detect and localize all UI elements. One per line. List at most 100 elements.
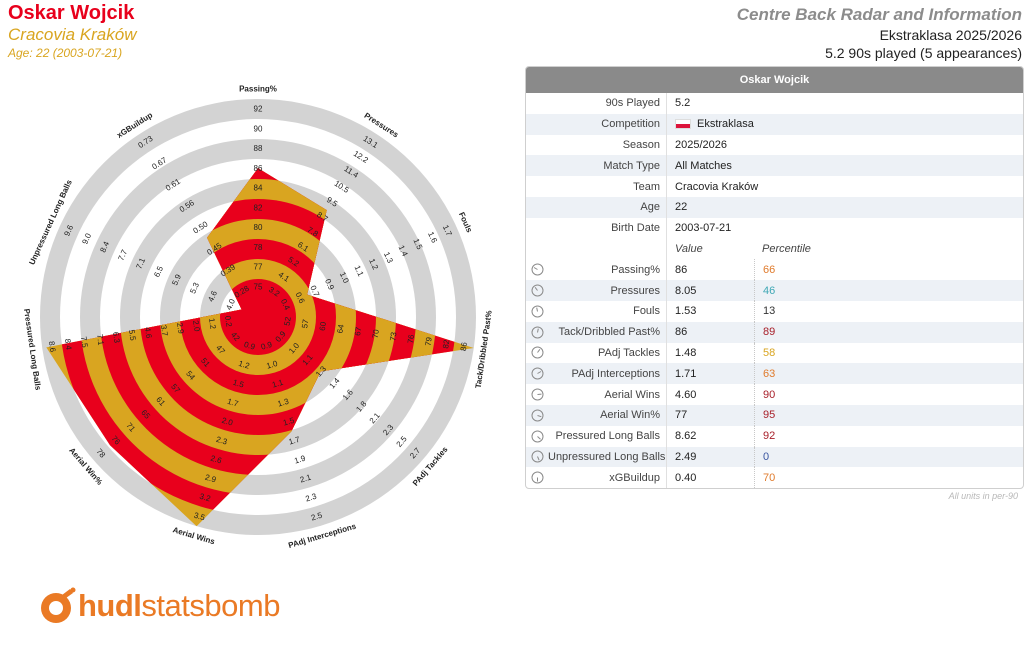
axis-tick-label: 84 bbox=[254, 184, 263, 193]
metric-row: Pressures 8.05 46 bbox=[526, 280, 1023, 301]
metric-label: Pressured Long Balls bbox=[555, 430, 660, 443]
metric-label: Tack/Dribbled Past% bbox=[558, 326, 661, 339]
logo-wordmark: hudlstatsbomb bbox=[78, 588, 280, 624]
info-value: All Matches bbox=[666, 155, 1023, 177]
axis-tick-label: 7.5 bbox=[79, 336, 90, 349]
metric-row: Tack/Dribbled Past% 86 89 bbox=[526, 321, 1023, 343]
gauge-icon bbox=[526, 305, 548, 318]
metric-percentile: 95 bbox=[754, 404, 1023, 426]
gauge-icon bbox=[526, 263, 548, 276]
report-title: Centre Back Radar and Information bbox=[736, 5, 1022, 24]
metric-percentile: 66 bbox=[754, 259, 1023, 281]
info-label: Birth Date bbox=[611, 222, 660, 235]
axis-tick-label: 1.6 bbox=[426, 230, 439, 244]
axis-tick-label: 4.0 bbox=[224, 297, 237, 311]
metric-row: Unpressured Long Balls 2.49 0 bbox=[526, 446, 1023, 468]
gauge-icon bbox=[526, 409, 548, 422]
axis-tick-label: 1.2 bbox=[367, 257, 380, 271]
axis-tick-label: 86 bbox=[459, 341, 469, 352]
info-value-text: 22 bbox=[675, 201, 688, 214]
info-label: Age bbox=[640, 201, 660, 214]
axis-tick-label: 2.0 bbox=[191, 320, 202, 333]
statsbomb-logo-icon bbox=[41, 587, 76, 623]
axis-tick-label: 76 bbox=[406, 333, 416, 344]
metric-percentile: 13 bbox=[754, 300, 1023, 322]
info-row: Age 22 bbox=[526, 196, 1023, 218]
axis-tick-label: 0.9 bbox=[260, 340, 274, 352]
axis-tick-label: 1.0 bbox=[338, 271, 351, 285]
axis-tick-label: 1.7 bbox=[226, 397, 240, 409]
metric-label: Fouls bbox=[633, 305, 660, 318]
metric-label: PAdj Tackles bbox=[598, 346, 660, 359]
axis-tick-label: 1.7 bbox=[441, 224, 454, 238]
axis-tick-label: 5.5 bbox=[127, 329, 138, 342]
metric-label: Passing% bbox=[611, 263, 660, 276]
metric-percentile: 70 bbox=[754, 467, 1023, 489]
metric-label: Unpressured Long Balls bbox=[548, 450, 666, 463]
logo-hudl: hudl bbox=[78, 588, 142, 623]
axis-tick-label: 0.2 bbox=[223, 315, 234, 328]
gauge-icon bbox=[526, 450, 548, 463]
axis-tick-label: 0.7 bbox=[308, 284, 321, 298]
axis-tick-label: 57 bbox=[300, 318, 310, 329]
metric-value: 8.05 bbox=[666, 280, 754, 301]
axis-tick-label: 8.4 bbox=[98, 240, 111, 254]
gauge-icon bbox=[526, 471, 548, 484]
axis-tick-label: 2.3 bbox=[215, 435, 229, 447]
info-value: Cracovia Kraków bbox=[666, 176, 1023, 197]
metric-row: Fouls 1.53 13 bbox=[526, 300, 1023, 322]
player-team: Cracovia Kraków bbox=[8, 25, 137, 44]
info-value-text: 2025/2026 bbox=[675, 138, 727, 151]
metric-row: PAdj Interceptions 1.71 63 bbox=[526, 363, 1023, 385]
hudl-statsbomb-logo: hudlstatsbomb bbox=[36, 586, 280, 626]
metric-value: 77 bbox=[666, 404, 754, 426]
axis-tick-label: 2.9 bbox=[204, 473, 218, 485]
info-label: Team bbox=[633, 180, 660, 193]
axis-tick-label: 8.6 bbox=[47, 340, 58, 353]
axis-tick-label: 73 bbox=[388, 331, 398, 342]
axis-tick-label: 52 bbox=[283, 316, 293, 327]
metric-label: Aerial Win% bbox=[600, 409, 660, 422]
metrics-header-row: Value Percentile bbox=[526, 238, 1023, 260]
metric-percentile: 90 bbox=[754, 384, 1023, 405]
metric-row: PAdj Tackles 1.48 58 bbox=[526, 342, 1023, 364]
competition-season: Ekstraklasa 2025/2026 bbox=[879, 27, 1022, 43]
info-value-text: All Matches bbox=[675, 159, 732, 172]
axis-tick-label: 2.0 bbox=[221, 416, 235, 428]
axis-tick-label: 64 bbox=[336, 323, 346, 334]
axis-tick-label: 4.6 bbox=[206, 289, 219, 303]
axis-tick-label: 67 bbox=[353, 326, 363, 337]
axis-tick-label: 1.5 bbox=[282, 416, 296, 428]
axis-name-label: Passing% bbox=[239, 85, 277, 94]
metric-row: Aerial Wins 4.60 90 bbox=[526, 384, 1023, 405]
metric-value: 8.62 bbox=[666, 425, 754, 447]
info-value-text: Ekstraklasa bbox=[697, 118, 754, 131]
info-row: Birth Date 2003-07-21 bbox=[526, 217, 1023, 239]
metric-row: Aerial Win% 77 95 bbox=[526, 404, 1023, 426]
axis-tick-label: 2.6 bbox=[209, 454, 223, 466]
axis-tick-label: 0.6 bbox=[294, 291, 307, 305]
axis-tick-label: 1.7 bbox=[288, 435, 302, 447]
metric-row: xGBuildup 0.40 70 bbox=[526, 467, 1023, 489]
info-value-text: Cracovia Kraków bbox=[675, 180, 759, 193]
axis-tick-label: 4.6 bbox=[143, 327, 154, 340]
axis-tick-label: 3.7 bbox=[159, 324, 170, 337]
axis-tick-label: 1.4 bbox=[397, 244, 410, 258]
metric-value: 1.71 bbox=[666, 363, 754, 385]
axis-tick-label: 75 bbox=[254, 283, 263, 292]
axis-tick-label: 60 bbox=[318, 321, 328, 332]
info-value-text: 2003-07-21 bbox=[675, 222, 732, 235]
axis-tick-label: 9.0 bbox=[80, 231, 93, 245]
info-value: 5.2 bbox=[666, 93, 1023, 114]
metric-value: 86 bbox=[666, 259, 754, 281]
poland-flag-icon bbox=[675, 119, 691, 130]
units-note: All units in per-90 bbox=[948, 491, 1018, 501]
metric-value: 4.60 bbox=[666, 384, 754, 405]
percentile-column-header: Percentile bbox=[762, 242, 811, 255]
axis-tick-label: 80 bbox=[254, 223, 263, 232]
axis-tick-label: 7.1 bbox=[134, 256, 147, 270]
metric-percentile: 46 bbox=[754, 280, 1023, 301]
metric-percentile: 89 bbox=[754, 321, 1023, 343]
info-label: 90s Played bbox=[605, 97, 660, 110]
metric-percentile: 0 bbox=[754, 446, 1023, 468]
